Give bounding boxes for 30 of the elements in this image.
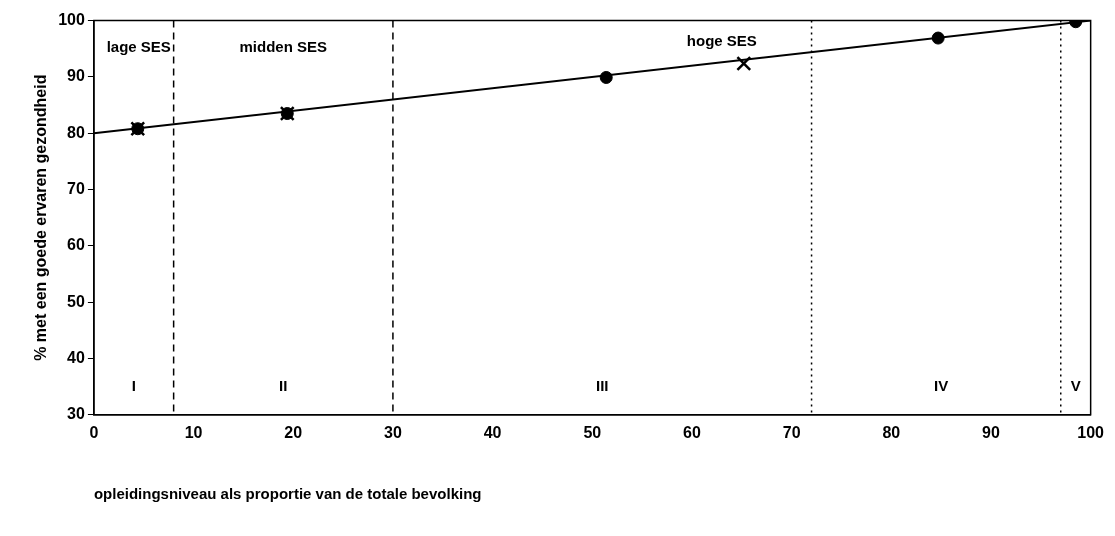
- x-tick-label: 70: [782, 423, 801, 441]
- x-tick-label: 40: [483, 423, 502, 441]
- y-tick-label: 30: [67, 405, 85, 423]
- y-tick-label: 50: [67, 292, 85, 310]
- x-tick-label: 0: [89, 423, 99, 441]
- x-tick-label: 100: [1077, 423, 1105, 441]
- x-tick-label: 10: [184, 423, 203, 441]
- y-tick-label: 40: [67, 348, 85, 366]
- y-tick-label: 90: [67, 67, 85, 85]
- annotation: III: [595, 377, 609, 395]
- x-tick-label: 80: [882, 423, 901, 441]
- x-tick-label: 50: [583, 423, 602, 441]
- annotation: II: [279, 377, 288, 395]
- x-axis-title: opleidingsniveau als proportie van de totale bevolking: [93, 485, 482, 503]
- y-tick-label: 60: [67, 236, 85, 254]
- y-tick-label: 70: [67, 179, 85, 197]
- y-tick-label: 100: [58, 11, 85, 29]
- annotation: IV: [934, 377, 949, 395]
- x-tick-label: 60: [683, 423, 701, 441]
- x-tick-label: 90: [982, 423, 1000, 441]
- x-tick-label: 20: [284, 423, 303, 441]
- y-axis-title: % met een goede ervaren gezondheid: [32, 74, 50, 361]
- y-tick-label: 80: [67, 123, 85, 141]
- annotation: hoge SES: [686, 32, 757, 50]
- annotation: I: [131, 377, 136, 395]
- annotation: V: [1070, 377, 1081, 395]
- annotation: midden SES: [239, 38, 328, 56]
- x-tick-label: 30: [384, 423, 402, 441]
- annotation: lage SES: [106, 38, 171, 56]
- point: [736, 55, 752, 72]
